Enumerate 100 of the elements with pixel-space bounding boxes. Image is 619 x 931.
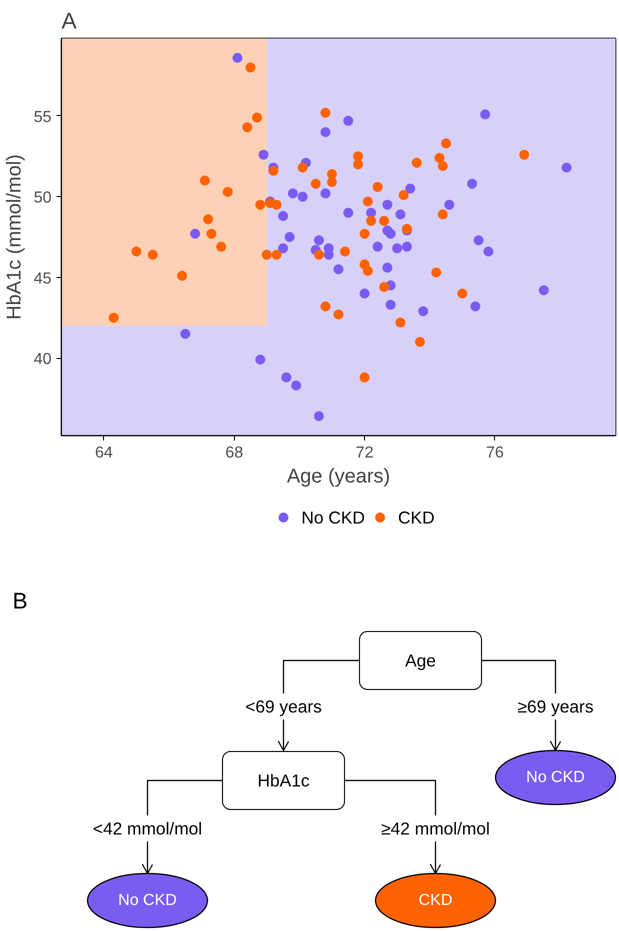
point: [340, 246, 350, 257]
legend-label: No CKD: [301, 508, 365, 528]
text: No CKD: [526, 769, 585, 786]
point: [232, 52, 242, 63]
point: [562, 162, 572, 173]
point: [272, 250, 282, 260]
y-axis-title: HbA1c (mmol/mol): [4, 154, 26, 320]
point: [180, 328, 190, 339]
point: [343, 116, 354, 126]
point: [366, 216, 376, 226]
point: [386, 228, 396, 239]
point: [177, 270, 188, 281]
point: [222, 186, 233, 197]
point: [320, 188, 330, 198]
point: [288, 188, 298, 198]
point: [379, 216, 390, 226]
point: [320, 127, 330, 138]
point: [360, 288, 370, 298]
text: B: [12, 588, 28, 614]
point: [281, 372, 292, 382]
x-tick-label: 68: [225, 444, 244, 462]
point: [395, 318, 406, 328]
point: [474, 235, 484, 246]
point: [148, 250, 158, 260]
point: [467, 178, 478, 189]
text: A: [62, 8, 78, 34]
x-tick-label: 72: [356, 444, 374, 462]
text: ≥42 mmol/mol: [381, 818, 490, 838]
point: [343, 208, 354, 218]
point: [131, 246, 142, 257]
point: [386, 300, 396, 310]
point: [242, 122, 252, 132]
point: [431, 268, 442, 278]
point: [278, 243, 288, 254]
point: [216, 242, 226, 252]
point: [519, 150, 530, 160]
point: [366, 208, 376, 218]
point: [362, 266, 373, 276]
point: [418, 306, 428, 316]
point: [360, 372, 370, 382]
text: No CKD: [118, 892, 177, 909]
point: [438, 209, 448, 220]
point: [320, 301, 330, 312]
point: [108, 312, 119, 323]
point: [291, 380, 302, 390]
point: [392, 243, 402, 254]
point: [203, 214, 214, 224]
point: [470, 301, 480, 312]
point: [206, 228, 216, 239]
point: [334, 309, 344, 320]
point: [483, 246, 494, 257]
point: [298, 192, 308, 202]
legend-label: CKD: [398, 508, 435, 528]
point: [457, 288, 468, 298]
point: [414, 336, 425, 347]
point: [538, 285, 549, 296]
y-tick-label: 55: [34, 108, 52, 126]
point: [278, 211, 288, 222]
point: [480, 109, 490, 120]
y-tick-label: 45: [34, 270, 52, 288]
point: [262, 250, 272, 260]
point: [372, 182, 383, 192]
x-tick-label: 76: [486, 444, 504, 462]
point: [284, 232, 295, 242]
point: [272, 200, 282, 210]
point: [314, 235, 324, 246]
point: [398, 190, 409, 200]
point: [246, 62, 256, 73]
point: [255, 354, 266, 365]
point: [252, 112, 262, 123]
x-tick-label: 64: [94, 444, 113, 462]
point: [353, 159, 364, 170]
point: [434, 152, 445, 163]
point: [258, 150, 269, 160]
point: [326, 169, 337, 180]
text: <42 mmol/mol: [92, 818, 202, 838]
point: [362, 196, 373, 206]
point: [320, 108, 330, 118]
point: [353, 151, 364, 162]
point: [412, 158, 422, 168]
point: [310, 178, 321, 189]
point: [382, 200, 392, 210]
point: [405, 184, 416, 194]
point: [200, 176, 210, 186]
point: [382, 262, 392, 273]
point: [314, 411, 324, 422]
point: [190, 228, 200, 239]
y-tick-label: 40: [34, 351, 52, 368]
point: [379, 282, 390, 292]
point: [268, 166, 278, 176]
text: <69 years: [245, 696, 322, 716]
point: [372, 242, 383, 252]
text: Age: [405, 650, 436, 670]
point: [441, 138, 452, 148]
point: [402, 242, 412, 252]
point: [314, 250, 324, 260]
point: [395, 209, 406, 220]
text: ≥69 years: [518, 696, 594, 716]
point: [438, 161, 448, 171]
point: [255, 200, 266, 210]
